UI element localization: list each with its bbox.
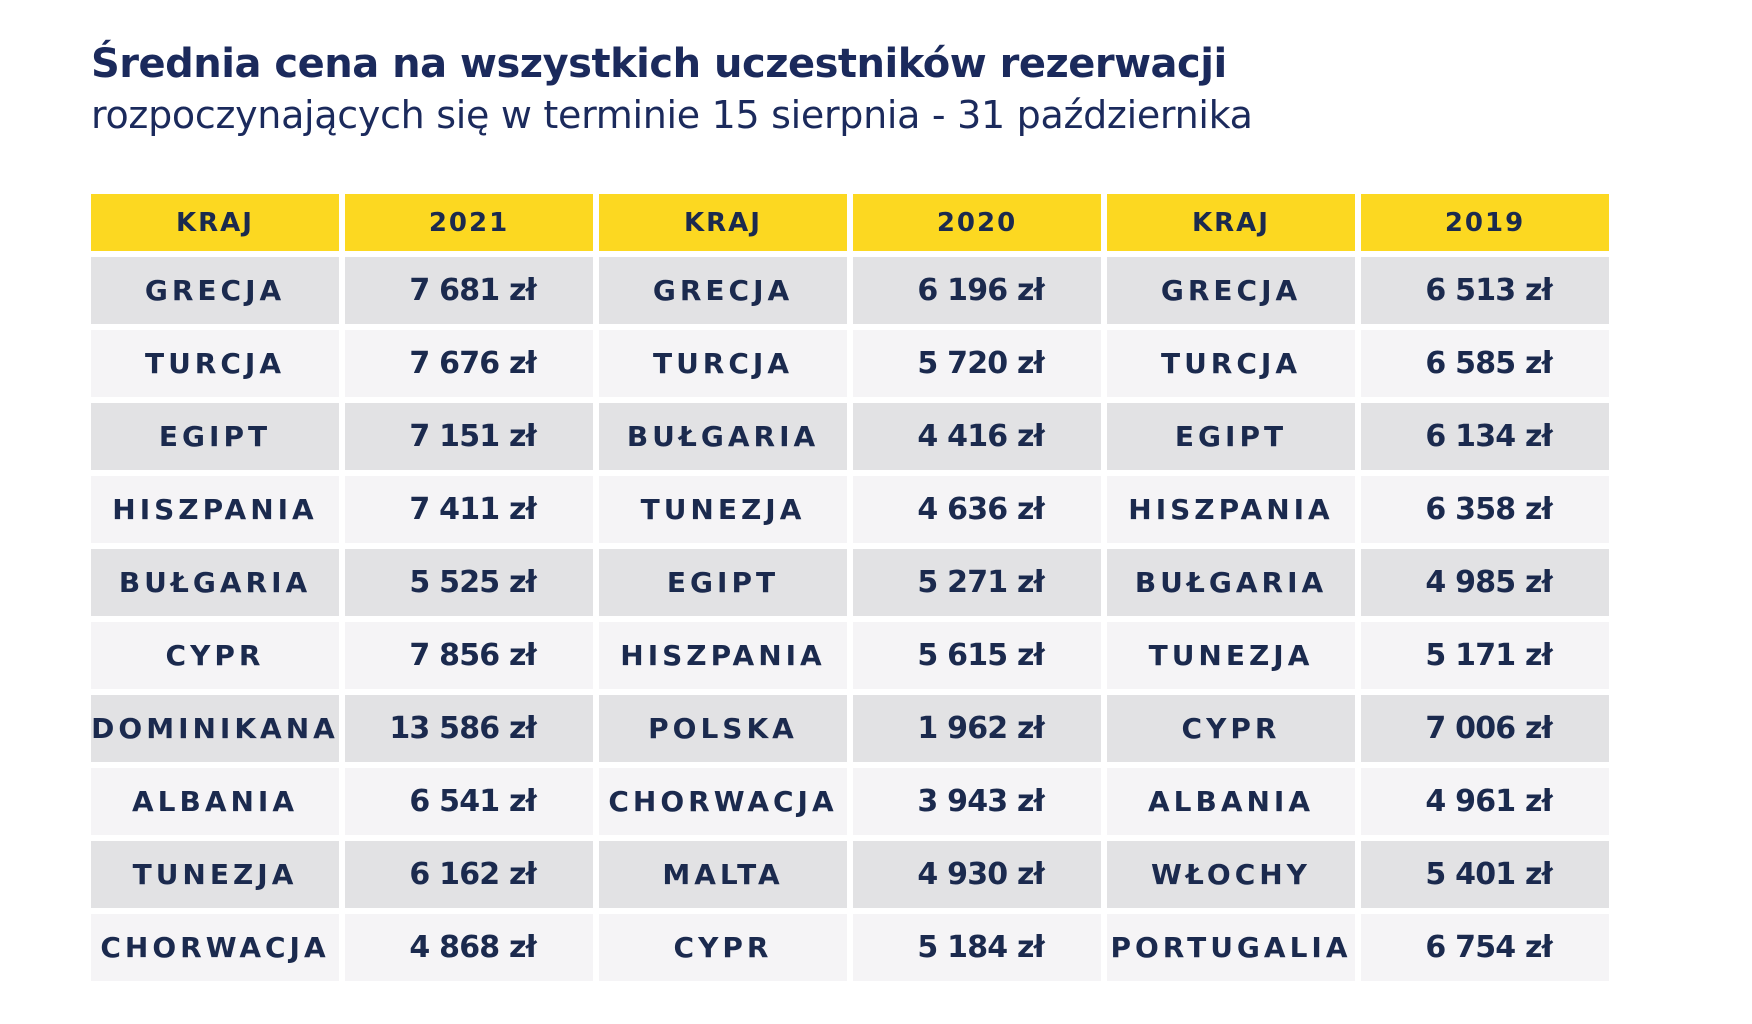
- table-cell-country: EGIPT: [91, 403, 339, 470]
- page-subtitle: rozpoczynających się w terminie 15 sierp…: [91, 93, 1253, 137]
- table-cell-country: TUNEZJA: [91, 841, 339, 908]
- table-cell-country: TURCJA: [91, 330, 339, 397]
- table-cell-price: 6 585 zł: [1361, 330, 1609, 397]
- table-cell-country: ALBANIA: [91, 768, 339, 835]
- table-cell-country: PORTUGALIA: [1107, 914, 1355, 981]
- table-cell-price: 7 006 zł: [1361, 695, 1609, 762]
- table-cell-country: GRECJA: [1107, 257, 1355, 324]
- table-cell-country: DOMINIKANA: [91, 695, 339, 762]
- table-cell-country: MALTA: [599, 841, 847, 908]
- column-header-year: 2019: [1361, 194, 1609, 251]
- table-cell-price: 4 416 zł: [853, 403, 1101, 470]
- table-cell-country: CHORWACJA: [91, 914, 339, 981]
- table-cell-price: 5 184 zł: [853, 914, 1101, 981]
- table-cell-country: HISZPANIA: [599, 622, 847, 689]
- table-cell-price: 5 525 zł: [345, 549, 593, 616]
- table-cell-price: 7 151 zł: [345, 403, 593, 470]
- table-cell-price: 5 720 zł: [853, 330, 1101, 397]
- page-title: Średnia cena na wszystkich uczestników r…: [91, 41, 1227, 87]
- table-cell-country: GRECJA: [599, 257, 847, 324]
- title-block: Średnia cena na wszystkich uczestników r…: [91, 38, 1651, 140]
- table-cell-price: 4 636 zł: [853, 476, 1101, 543]
- column-header-country: KRAJ: [1107, 194, 1355, 251]
- table-cell-price: 4 930 zł: [853, 841, 1101, 908]
- table-cell-country: POLSKA: [599, 695, 847, 762]
- price-table: KRAJ 2021 KRAJ 2020 KRAJ 2019 GRECJA 7 681 zł GR…: [91, 194, 1615, 981]
- table-cell-country: GRECJA: [91, 257, 339, 324]
- table-cell-country: HISZPANIA: [1107, 476, 1355, 543]
- table-cell-country: BUŁGARIA: [599, 403, 847, 470]
- column-header-country: KRAJ: [599, 194, 847, 251]
- table-cell-price: 5 401 zł: [1361, 841, 1609, 908]
- table-cell-country: TURCJA: [599, 330, 847, 397]
- column-header-year: 2020: [853, 194, 1101, 251]
- table-cell-price: 6 754 zł: [1361, 914, 1609, 981]
- table-cell-country: CHORWACJA: [599, 768, 847, 835]
- table-cell-country: HISZPANIA: [91, 476, 339, 543]
- table-cell-country: EGIPT: [1107, 403, 1355, 470]
- table-cell-country: BUŁGARIA: [91, 549, 339, 616]
- table-cell-country: CYPR: [91, 622, 339, 689]
- table-cell-country: TURCJA: [1107, 330, 1355, 397]
- table-cell-price: 6 134 zł: [1361, 403, 1609, 470]
- table-cell-price: 4 985 zł: [1361, 549, 1609, 616]
- table-cell-country: EGIPT: [599, 549, 847, 616]
- table-cell-country: TUNEZJA: [1107, 622, 1355, 689]
- column-header-country: KRAJ: [91, 194, 339, 251]
- table-cell-price: 7 681 zł: [345, 257, 593, 324]
- table-cell-price: 7 411 zł: [345, 476, 593, 543]
- table-cell-price: 7 856 zł: [345, 622, 593, 689]
- table-cell-price: 6 196 zł: [853, 257, 1101, 324]
- table-cell-price: 5 171 zł: [1361, 622, 1609, 689]
- table-cell-price: 4 961 zł: [1361, 768, 1609, 835]
- table-cell-price: 6 541 zł: [345, 768, 593, 835]
- table-cell-country: BUŁGARIA: [1107, 549, 1355, 616]
- table-cell-price: 4 868 zł: [345, 914, 593, 981]
- table-cell-country: TUNEZJA: [599, 476, 847, 543]
- table-cell-price: 5 615 zł: [853, 622, 1101, 689]
- table-cell-country: CYPR: [1107, 695, 1355, 762]
- table-cell-price: 13 586 zł: [345, 695, 593, 762]
- table-cell-price: 3 943 zł: [853, 768, 1101, 835]
- table-cell-country: CYPR: [599, 914, 847, 981]
- table-cell-price: 7 676 zł: [345, 330, 593, 397]
- table-cell-price: 1 962 zł: [853, 695, 1101, 762]
- table-cell-price: 5 271 zł: [853, 549, 1101, 616]
- table-cell-country: ALBANIA: [1107, 768, 1355, 835]
- table-cell-price: 6 358 zł: [1361, 476, 1609, 543]
- table-cell-price: 6 513 zł: [1361, 257, 1609, 324]
- table-cell-price: 6 162 zł: [345, 841, 593, 908]
- table-cell-country: WŁOCHY: [1107, 841, 1355, 908]
- column-header-year: 2021: [345, 194, 593, 251]
